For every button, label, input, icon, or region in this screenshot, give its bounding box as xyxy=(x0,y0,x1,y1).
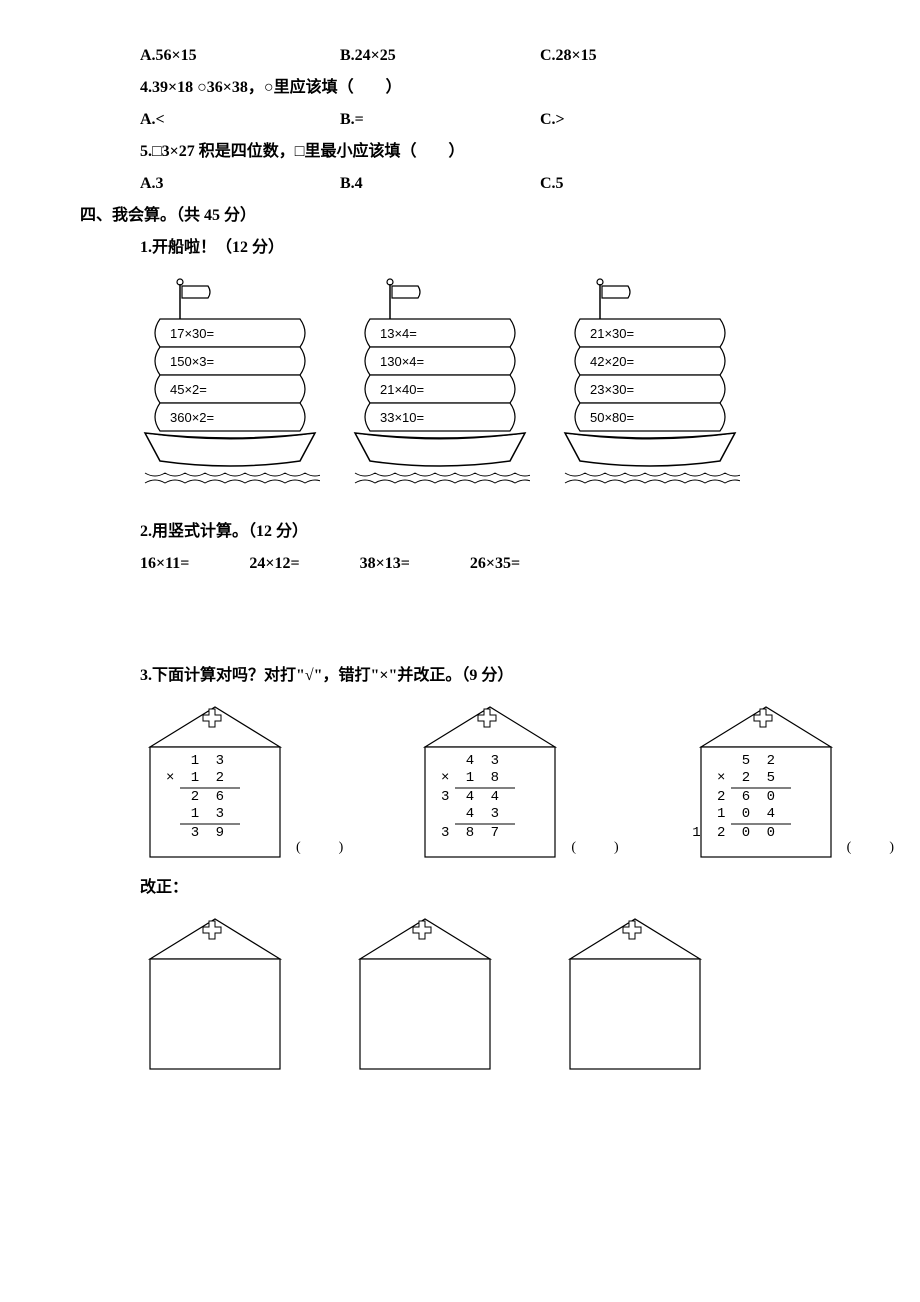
svg-text:42×20=: 42×20= xyxy=(590,354,634,369)
q3-opt-a: A.56×15 xyxy=(140,40,260,72)
svg-text:1 0 4: 1 0 4 xyxy=(717,806,779,822)
p2-problems: 16×11= 24×12= 38×13= 26×35= xyxy=(140,548,860,580)
ship-2-svg: 13×4= 130×4= 21×40= 33×10= xyxy=(350,274,530,494)
svg-text:50×80=: 50×80= xyxy=(590,410,634,425)
house-6-svg xyxy=(560,914,710,1074)
q3-opt-c: C.28×15 xyxy=(540,40,660,72)
house-3: 5 2× 2 5 2 6 01 0 4 1 2 0 0 xyxy=(691,702,841,862)
q5-opt-b: B.4 xyxy=(340,168,460,200)
house-3-svg: 5 2× 2 5 2 6 01 0 4 1 2 0 0 xyxy=(691,702,841,862)
svg-text:150×3=: 150×3= xyxy=(170,354,214,369)
q5-text: 5.□3×27 积是四位数，□里最小应该填（ ） xyxy=(140,136,860,168)
svg-text:130×4=: 130×4= xyxy=(380,354,424,369)
svg-text:4 3: 4 3 xyxy=(466,753,503,769)
ship-1: 17×30= 150×3= 45×2= 360×2= xyxy=(140,274,320,506)
ship-3-svg: 21×30= 42×20= 23×30= 50×80= xyxy=(560,274,740,494)
house-3-paren: ( ) xyxy=(847,834,906,862)
house-5-svg xyxy=(350,914,500,1074)
house-2-paren: ( ) xyxy=(571,834,630,862)
svg-text:5 2: 5 2 xyxy=(741,753,778,769)
q4-opt-a: A.< xyxy=(140,104,260,136)
svg-text:× 1 8: × 1 8 xyxy=(441,770,503,786)
house-1-paren: ( ) xyxy=(296,834,355,862)
svg-text:21×40=: 21×40= xyxy=(380,382,424,397)
house-4 xyxy=(140,914,290,1074)
svg-text:3 9: 3 9 xyxy=(191,825,228,841)
ships-row: 17×30= 150×3= 45×2= 360×2= 13×4= 130×4= 21×40… xyxy=(140,274,860,506)
svg-text:13×4=: 13×4= xyxy=(380,326,417,341)
house-2-svg: 4 3× 1 83 4 44 33 8 7 xyxy=(415,702,565,862)
svg-text:× 1 2: × 1 2 xyxy=(166,770,228,786)
q5-opt-a: A.3 xyxy=(140,168,260,200)
svg-text:4 3: 4 3 xyxy=(466,806,503,822)
q4-opt-b: B.= xyxy=(340,104,460,136)
svg-text:× 2 5: × 2 5 xyxy=(717,770,779,786)
q5-options: A.3 B.4 C.5 xyxy=(140,168,860,200)
svg-text:3 8 7: 3 8 7 xyxy=(441,825,503,841)
p2-item-2: 38×13= xyxy=(360,548,410,580)
section-4-title: 四、我会算。（共 45 分） xyxy=(80,200,860,232)
q3-options: A.56×15 B.24×25 C.28×15 xyxy=(140,40,860,72)
houses-row-2 xyxy=(140,914,860,1074)
p3-title: 3.下面计算对吗？对打"√"，错打"×"并改正。（9 分） xyxy=(140,660,860,692)
house-1-svg: 1 3× 1 22 61 33 9 xyxy=(140,702,290,862)
gaizheng-label: 改正： xyxy=(140,872,860,904)
house-6 xyxy=(560,914,710,1074)
house-2: 4 3× 1 83 4 44 33 8 7 xyxy=(415,702,565,862)
house-1: 1 3× 1 22 61 33 9 xyxy=(140,702,290,862)
ship-2: 13×4= 130×4= 21×40= 33×10= xyxy=(350,274,530,506)
p2-item-0: 16×11= xyxy=(140,548,189,580)
p2-item-3: 26×35= xyxy=(470,548,520,580)
p2-item-1: 24×12= xyxy=(249,548,299,580)
svg-text:2 6 0: 2 6 0 xyxy=(717,789,779,805)
q4-options: A.< B.= C.> xyxy=(140,104,860,136)
p2-title: 2.用竖式计算。（12 分） xyxy=(140,516,860,548)
house-4-svg xyxy=(140,914,290,1074)
svg-text:1 3: 1 3 xyxy=(191,806,228,822)
p1-title: 1.开船啦！（12 分） xyxy=(140,232,860,264)
svg-text:3 4 4: 3 4 4 xyxy=(441,789,503,805)
svg-text:45×2=: 45×2= xyxy=(170,382,207,397)
q4-opt-c: C.> xyxy=(540,104,660,136)
houses-row-1: 1 3× 1 22 61 33 9 ( ) 4 3× 1 83 4 44 33 … xyxy=(140,702,860,862)
svg-text:1 2 0 0: 1 2 0 0 xyxy=(692,825,779,841)
ship-1-svg: 17×30= 150×3= 45×2= 360×2= xyxy=(140,274,320,494)
house-5 xyxy=(350,914,500,1074)
svg-text:360×2=: 360×2= xyxy=(170,410,214,425)
svg-text:17×30=: 17×30= xyxy=(170,326,214,341)
q3-opt-b: B.24×25 xyxy=(340,40,460,72)
svg-text:1 3: 1 3 xyxy=(191,753,228,769)
q4-text: 4.39×18 ○36×38，○里应该填（ ） xyxy=(140,72,860,104)
svg-text:2 6: 2 6 xyxy=(191,789,228,805)
svg-text:33×10=: 33×10= xyxy=(380,410,424,425)
ship-3: 21×30= 42×20= 23×30= 50×80= xyxy=(560,274,740,506)
svg-text:23×30=: 23×30= xyxy=(590,382,634,397)
q5-opt-c: C.5 xyxy=(540,168,660,200)
svg-text:21×30=: 21×30= xyxy=(590,326,634,341)
